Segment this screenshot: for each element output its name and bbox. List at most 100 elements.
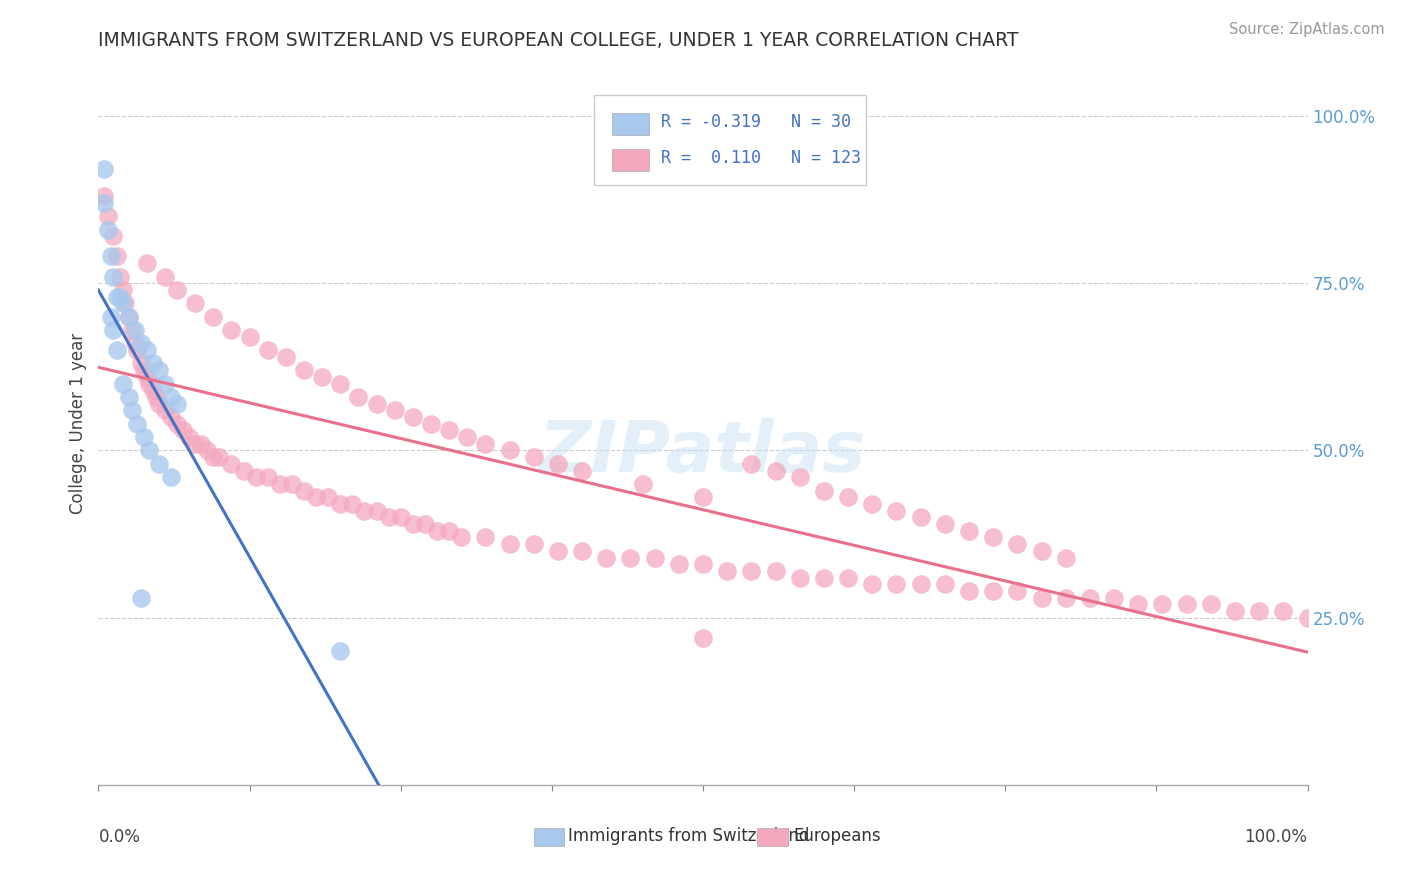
Point	[1007, 584, 1029, 599]
Point	[571, 464, 593, 478]
Point	[138, 443, 160, 458]
Bar	[613, 149, 648, 171]
Text: Immigrants from Switzerland: Immigrants from Switzerland	[568, 827, 808, 845]
Point	[114, 296, 136, 310]
Point	[190, 436, 212, 450]
Point	[571, 544, 593, 558]
Point	[153, 269, 176, 284]
Point	[668, 557, 690, 572]
Point	[1031, 544, 1053, 558]
Point	[837, 571, 859, 585]
Point	[740, 564, 762, 578]
Point	[523, 450, 546, 464]
Point	[105, 250, 128, 264]
Point	[221, 457, 243, 471]
Bar	[613, 113, 648, 135]
Point	[111, 296, 134, 310]
Point	[413, 516, 436, 531]
Point	[166, 283, 188, 297]
Point	[129, 591, 152, 605]
Point	[292, 483, 315, 498]
FancyBboxPatch shape	[595, 95, 866, 186]
Point	[934, 516, 956, 531]
Point	[860, 497, 883, 511]
Point	[316, 490, 339, 504]
Point	[101, 229, 124, 244]
Point	[329, 376, 352, 391]
Point	[153, 376, 176, 391]
Point	[329, 497, 352, 511]
Point	[256, 343, 278, 358]
Point	[101, 323, 124, 337]
Point	[160, 470, 183, 484]
Point	[619, 550, 641, 565]
Point	[148, 457, 170, 471]
Point	[366, 503, 388, 517]
Point	[644, 550, 666, 565]
Point	[456, 430, 478, 444]
Point	[366, 396, 388, 410]
Point	[97, 210, 120, 224]
Point	[1078, 591, 1101, 605]
Point	[111, 376, 134, 391]
Point	[184, 436, 207, 450]
Point	[1296, 611, 1319, 625]
Point	[910, 577, 932, 591]
Point	[269, 476, 291, 491]
Text: Source: ZipAtlas.com: Source: ZipAtlas.com	[1229, 22, 1385, 37]
Point	[420, 417, 443, 431]
Point	[93, 196, 115, 211]
Text: 0.0%: 0.0%	[98, 829, 141, 847]
Point	[160, 390, 183, 404]
Point	[402, 516, 425, 531]
Point	[142, 356, 165, 371]
Point	[121, 403, 143, 417]
Point	[329, 644, 352, 658]
Point	[202, 310, 225, 324]
Point	[377, 510, 399, 524]
Point	[129, 336, 152, 351]
Point	[129, 356, 152, 371]
Point	[789, 571, 811, 585]
Point	[292, 363, 315, 377]
Point	[692, 162, 714, 177]
Point	[232, 464, 254, 478]
Point	[134, 363, 156, 377]
Point	[1102, 591, 1125, 605]
Point	[910, 510, 932, 524]
Point	[105, 343, 128, 358]
Point	[789, 470, 811, 484]
Point	[202, 450, 225, 464]
Point	[118, 310, 141, 324]
Point	[498, 537, 520, 551]
Point	[101, 269, 124, 284]
Point	[166, 417, 188, 431]
Point	[523, 537, 546, 551]
Point	[1128, 598, 1150, 612]
Point	[437, 424, 460, 438]
Point	[498, 443, 520, 458]
Point	[134, 430, 156, 444]
Point	[692, 631, 714, 645]
Point	[124, 323, 146, 337]
Text: R =  0.110   N = 123: R = 0.110 N = 123	[661, 149, 860, 167]
Point	[1152, 598, 1174, 612]
Point	[138, 376, 160, 391]
Text: 100.0%: 100.0%	[1244, 829, 1308, 847]
Point	[274, 350, 297, 364]
Point	[127, 417, 149, 431]
Point	[631, 476, 654, 491]
Point	[127, 343, 149, 358]
Point	[957, 584, 980, 599]
Point	[886, 577, 908, 591]
Point	[981, 530, 1004, 544]
Point	[1249, 604, 1271, 618]
Point	[1054, 550, 1077, 565]
Point	[437, 524, 460, 538]
Point	[347, 390, 370, 404]
Point	[860, 577, 883, 591]
Point	[1199, 598, 1222, 612]
Point	[389, 510, 412, 524]
Point	[281, 476, 304, 491]
Text: Europeans: Europeans	[794, 827, 882, 845]
